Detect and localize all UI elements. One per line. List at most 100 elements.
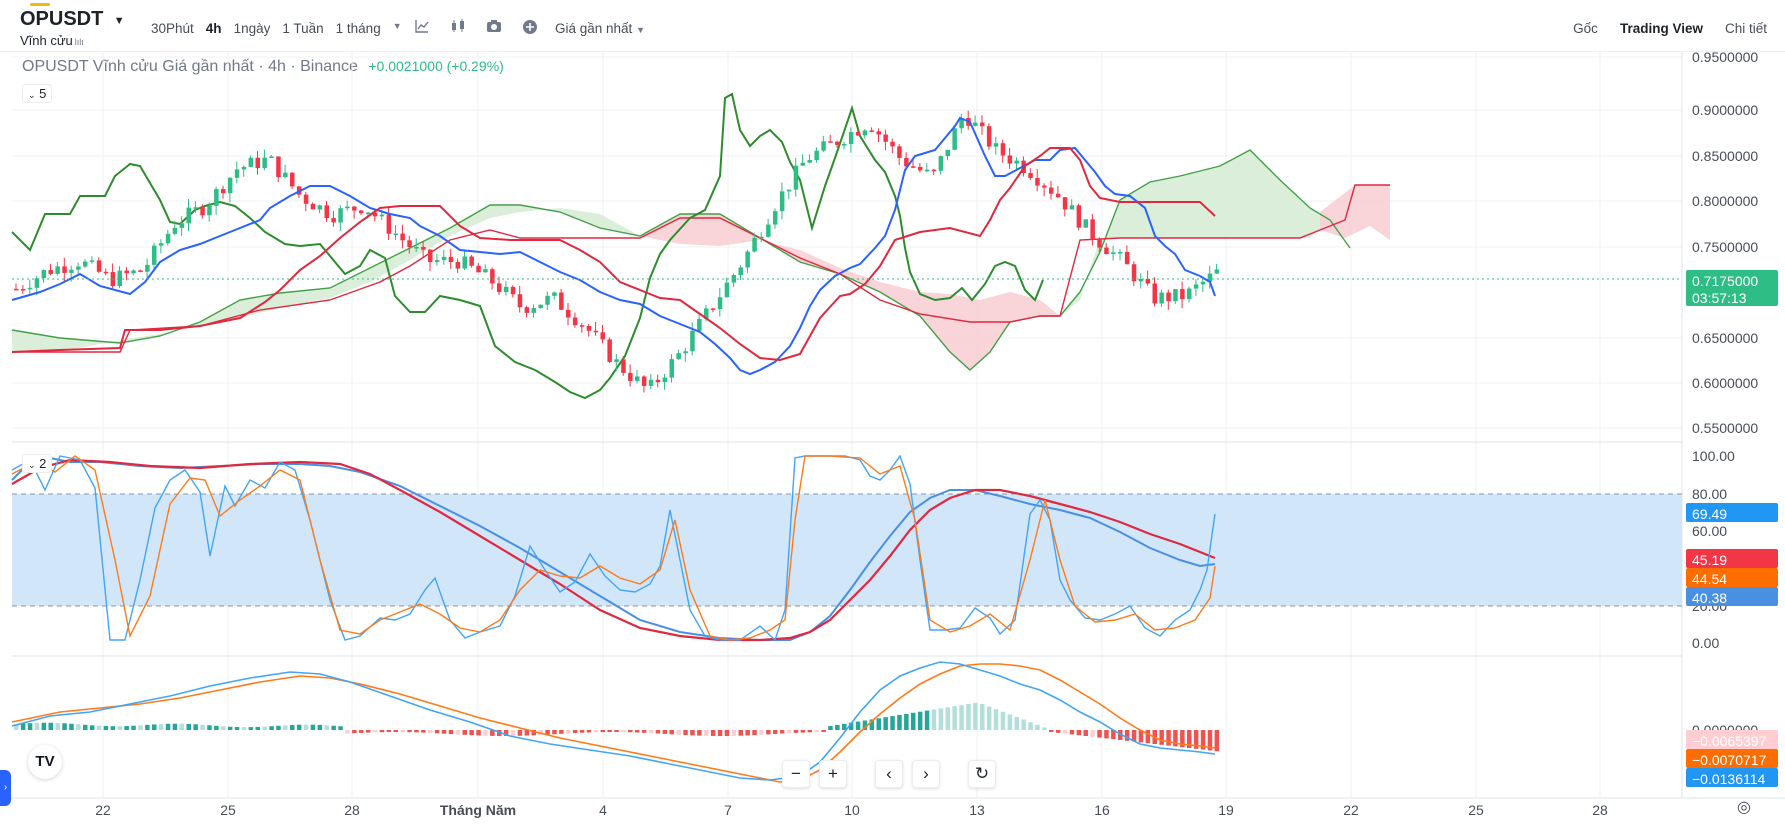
candle-body bbox=[1042, 185, 1047, 188]
macd-histogram-bar bbox=[980, 704, 985, 730]
macd-histogram-bar bbox=[586, 730, 592, 733]
tab-tradingview[interactable]: Trading View bbox=[1619, 21, 1703, 36]
symbol-name[interactable]: OPUSDT bbox=[20, 8, 104, 30]
candle-body bbox=[1076, 205, 1082, 228]
macd-histogram-bar bbox=[842, 723, 847, 730]
chart-canvas[interactable]: 0.9500000 0.9000000 0.8500000 0.8000000 0.75… bbox=[0, 52, 1785, 828]
macd-histogram-bar bbox=[48, 722, 53, 730]
candle-body bbox=[41, 270, 47, 279]
macd-histogram-bar bbox=[1014, 717, 1019, 730]
candle-body bbox=[455, 261, 461, 269]
candle-body bbox=[227, 177, 233, 194]
candle-body bbox=[517, 294, 523, 308]
macd-histogram-bar bbox=[1076, 730, 1082, 736]
candle-body bbox=[469, 256, 474, 266]
macd-histogram-bar bbox=[717, 730, 723, 736]
macd-histogram-bar bbox=[883, 717, 888, 730]
macd-histogram-bar bbox=[662, 730, 668, 734]
macd-histogram-bar bbox=[303, 724, 309, 730]
settings-icon[interactable]: ◎ bbox=[1737, 799, 1751, 816]
macd-histogram-bar bbox=[152, 724, 157, 730]
macd-value-tag: −0.0065397 bbox=[1686, 730, 1778, 749]
time-axis-label: 4 bbox=[599, 802, 607, 818]
interval-1w[interactable]: 1 Tuần bbox=[282, 21, 324, 36]
tab-original[interactable]: Gốc bbox=[1573, 21, 1598, 36]
chevron-down-icon[interactable]: ▼ bbox=[392, 21, 402, 31]
sidebar-toggle-icon[interactable]: › bbox=[0, 770, 11, 806]
price-type-dropdown[interactable]: Giá gần nhất ▼ bbox=[555, 21, 645, 36]
candle-body bbox=[1090, 219, 1095, 240]
macd-histogram-bar bbox=[835, 724, 840, 730]
stochastic-collapse-button[interactable]: ⌄ 2 bbox=[22, 454, 53, 473]
candle-body bbox=[890, 141, 895, 147]
price-axis-label: 0.8500000 bbox=[1692, 148, 1758, 164]
candle-body bbox=[821, 141, 826, 151]
candle-body bbox=[1118, 251, 1123, 254]
candle-body bbox=[842, 144, 847, 146]
tradingview-logo-icon[interactable]: TV bbox=[28, 745, 62, 779]
macd-histogram-bar bbox=[938, 708, 944, 730]
interval-1d[interactable]: 1ngày bbox=[233, 21, 271, 36]
macd-histogram-bar bbox=[773, 730, 778, 734]
candle-body bbox=[924, 169, 930, 172]
candle-body bbox=[434, 260, 440, 263]
candle-body bbox=[48, 270, 53, 274]
candle-body bbox=[303, 194, 309, 204]
candle-body bbox=[262, 157, 267, 169]
svg-text:0.7175000: 0.7175000 bbox=[1692, 273, 1758, 289]
candle-body bbox=[497, 283, 502, 293]
macd-histogram-bar bbox=[386, 730, 392, 733]
time-axis-label: 25 bbox=[1468, 802, 1484, 818]
top-toolbar: OPUSDT ▼ Vĩnh cửu lılı 30Phút 4h 1ngày 1 … bbox=[0, 0, 1785, 52]
candle-body bbox=[1138, 278, 1144, 282]
stoch-value-tag: 45.19 bbox=[1686, 549, 1778, 568]
candle-body bbox=[980, 122, 985, 127]
zoom-in-button[interactable]: + bbox=[819, 760, 847, 788]
price-axis-label: 0.6000000 bbox=[1692, 375, 1758, 391]
candle-body bbox=[503, 286, 509, 293]
symbol-selector[interactable]: OPUSDT ▼ Vĩnh cửu lılı bbox=[20, 8, 125, 48]
candle-body bbox=[1152, 283, 1157, 304]
candle-body bbox=[655, 379, 661, 383]
candle-body bbox=[241, 166, 247, 170]
add-icon[interactable] bbox=[520, 19, 540, 38]
interval-4h[interactable]: 4h bbox=[205, 21, 222, 36]
indicators-collapse-button[interactable]: ⌄ 5 bbox=[22, 84, 53, 103]
candle-body bbox=[352, 206, 357, 211]
candle-body bbox=[76, 266, 81, 270]
macd-histogram-bar bbox=[345, 730, 350, 734]
macd-histogram-bar bbox=[814, 730, 819, 733]
candle-body bbox=[200, 207, 205, 216]
camera-icon[interactable] bbox=[484, 19, 504, 38]
macd-histogram-bar bbox=[510, 730, 516, 736]
macd-histogram-bar bbox=[704, 730, 709, 736]
interval-30m[interactable]: 30Phút bbox=[151, 21, 194, 36]
candlestick-icon[interactable] bbox=[448, 19, 468, 38]
stoch-axis-label: 0.00 bbox=[1692, 635, 1719, 651]
macd-histogram-bar bbox=[897, 715, 902, 730]
candle-body bbox=[20, 289, 26, 291]
reset-chart-button[interactable]: ↻ bbox=[968, 760, 996, 788]
macd-histogram-bar bbox=[924, 710, 930, 730]
macd-histogram-bar bbox=[96, 725, 102, 730]
scroll-left-button[interactable]: ‹ bbox=[875, 760, 903, 788]
candle-body bbox=[1062, 197, 1068, 210]
candle-body bbox=[290, 172, 295, 187]
caret-down-icon[interactable]: ▼ bbox=[113, 14, 125, 27]
zoom-out-button[interactable]: − bbox=[782, 760, 810, 788]
macd-histogram-bar bbox=[807, 730, 812, 733]
macd-histogram-bar bbox=[828, 726, 833, 730]
time-axis-label: 22 bbox=[95, 802, 111, 818]
candle-body bbox=[669, 359, 674, 378]
interval-1m[interactable]: 1 tháng bbox=[335, 21, 381, 36]
candle-body bbox=[214, 189, 219, 206]
scroll-right-button[interactable]: › bbox=[912, 760, 940, 788]
candle-body bbox=[62, 266, 67, 273]
candle-body bbox=[814, 150, 819, 161]
candle-body bbox=[1055, 193, 1061, 198]
candle-body bbox=[600, 332, 605, 340]
indicator-icon[interactable] bbox=[412, 19, 432, 38]
candle-body bbox=[993, 143, 999, 147]
macd-histogram-bar bbox=[690, 730, 695, 736]
tab-details[interactable]: Chi tiết bbox=[1724, 21, 1767, 36]
